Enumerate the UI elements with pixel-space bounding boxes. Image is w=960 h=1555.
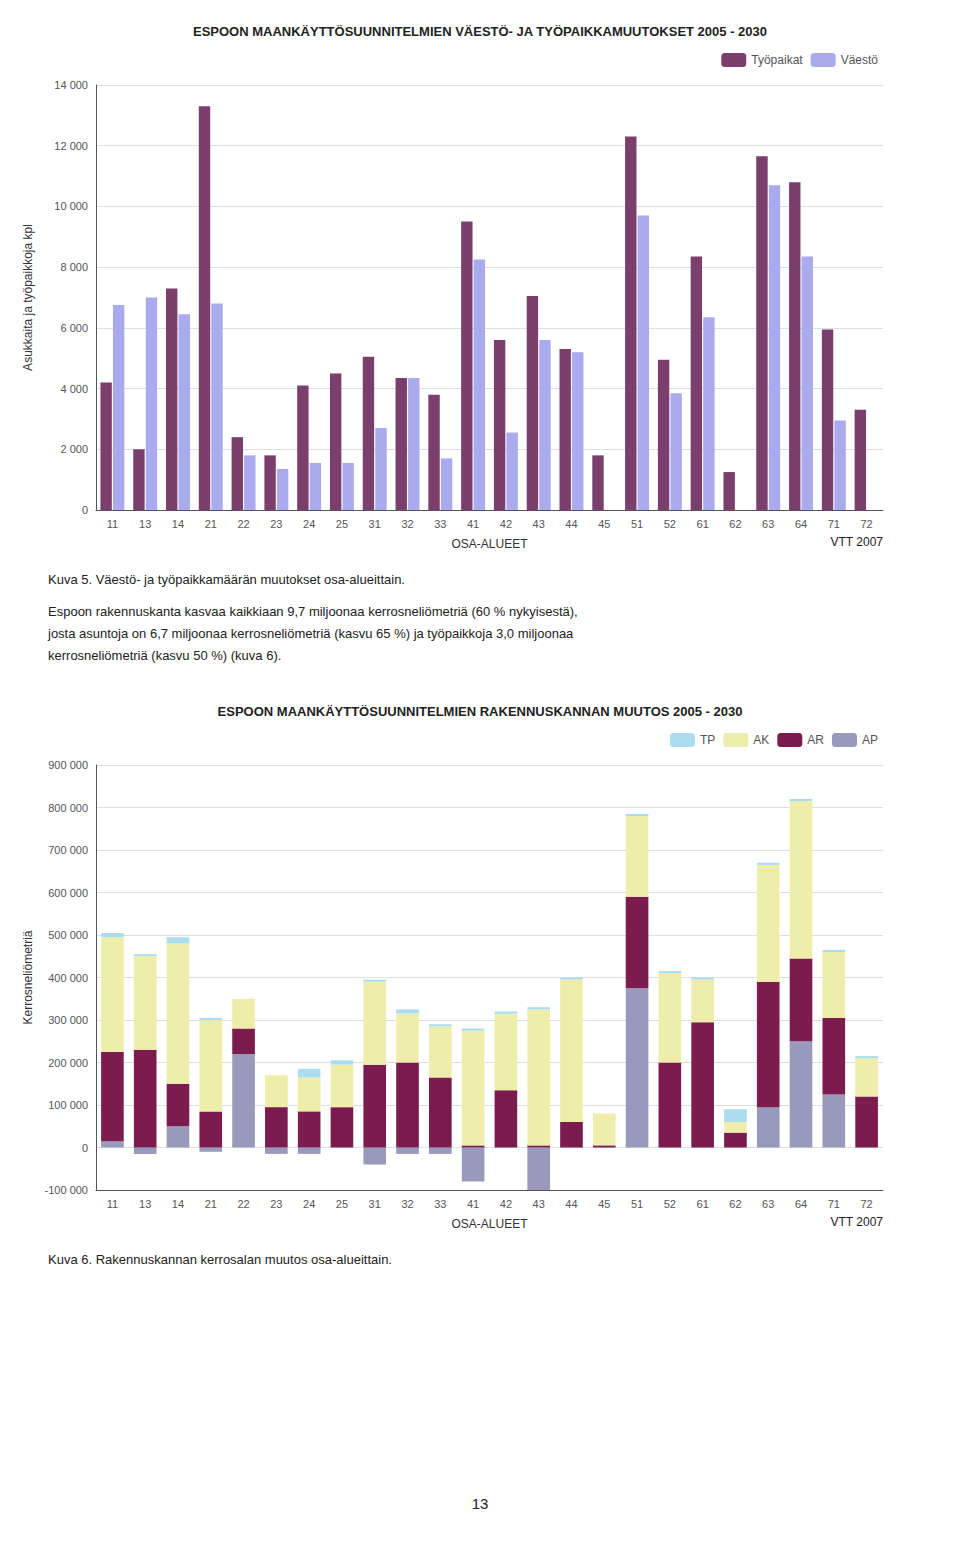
svg-text:Kerrosneliömetriä: Kerrosneliömetriä: [21, 930, 35, 1024]
svg-text:VTT 2007: VTT 2007: [831, 535, 884, 549]
svg-text:VTT 2007: VTT 2007: [831, 1215, 884, 1229]
svg-text:ESPOON MAANKÄYTTÖSUUNNITELMIEN: ESPOON MAANKÄYTTÖSUUNNITELMIEN VÄESTÖ- J…: [193, 24, 767, 39]
svg-text:-100 000: -100 000: [45, 1184, 88, 1196]
svg-text:45: 45: [598, 518, 610, 530]
svg-text:31: 31: [369, 1198, 381, 1210]
svg-text:43: 43: [533, 1198, 545, 1210]
svg-text:300 000: 300 000: [48, 1014, 88, 1026]
svg-text:61: 61: [697, 1198, 709, 1210]
svg-text:52: 52: [664, 518, 676, 530]
svg-text:25: 25: [336, 1198, 348, 1210]
svg-text:72: 72: [860, 1198, 872, 1210]
svg-text:31: 31: [369, 518, 381, 530]
svg-text:600 000: 600 000: [48, 887, 88, 899]
svg-text:41: 41: [467, 1198, 479, 1210]
svg-text:900 000: 900 000: [48, 759, 88, 771]
svg-text:kerrosneliömetriä (kasvu 50 %): kerrosneliömetriä (kasvu 50 %) (kuva 6).: [48, 648, 281, 663]
svg-text:64: 64: [795, 518, 807, 530]
svg-text:63: 63: [762, 1198, 774, 1210]
svg-text:2 000: 2 000: [60, 443, 88, 455]
svg-text:Kuva 6. Rakennuskannan kerrosa: Kuva 6. Rakennuskannan kerrosalan muutos…: [48, 1252, 392, 1267]
svg-text:josta asuntoja on 6,7 miljoona: josta asuntoja on 6,7 miljoonaa kerrosne…: [47, 626, 574, 641]
svg-text:OSA-ALUEET: OSA-ALUEET: [451, 1217, 528, 1231]
svg-text:24: 24: [303, 1198, 315, 1210]
svg-text:51: 51: [631, 1198, 643, 1210]
svg-text:21: 21: [205, 518, 217, 530]
svg-text:52: 52: [664, 1198, 676, 1210]
svg-text:23: 23: [270, 518, 282, 530]
svg-text:63: 63: [762, 518, 774, 530]
svg-text:500 000: 500 000: [48, 929, 88, 941]
svg-text:71: 71: [828, 1198, 840, 1210]
svg-text:AK: AK: [753, 733, 769, 747]
svg-text:Kuva 5. Väestö- ja työpaikkamä: Kuva 5. Väestö- ja työpaikkamäärän muuto…: [48, 572, 405, 587]
svg-text:62: 62: [729, 1198, 741, 1210]
svg-text:8 000: 8 000: [60, 261, 88, 273]
svg-text:14: 14: [172, 518, 184, 530]
svg-text:OSA-ALUEET: OSA-ALUEET: [451, 537, 528, 551]
svg-text:45: 45: [598, 1198, 610, 1210]
svg-text:22: 22: [237, 1198, 249, 1210]
svg-text:10 000: 10 000: [54, 200, 88, 212]
svg-text:23: 23: [270, 1198, 282, 1210]
svg-text:100 000: 100 000: [48, 1099, 88, 1111]
svg-text:11: 11: [107, 1198, 118, 1210]
svg-text:32: 32: [401, 1198, 413, 1210]
svg-text:400 000: 400 000: [48, 972, 88, 984]
svg-text:13: 13: [139, 518, 151, 530]
svg-text:200 000: 200 000: [48, 1057, 88, 1069]
svg-text:25: 25: [336, 518, 348, 530]
svg-text:AR: AR: [807, 733, 824, 747]
svg-text:44: 44: [565, 1198, 577, 1210]
svg-text:Työpaikat: Työpaikat: [751, 53, 803, 67]
svg-text:32: 32: [401, 518, 413, 530]
svg-text:13: 13: [139, 1198, 151, 1210]
svg-text:ESPOON MAANKÄYTTÖSUUNNITELMIEN: ESPOON MAANKÄYTTÖSUUNNITELMIEN RAKENNUSK…: [218, 704, 743, 719]
svg-text:72: 72: [860, 518, 872, 530]
svg-text:62: 62: [729, 518, 741, 530]
svg-text:Väestö: Väestö: [841, 53, 879, 67]
svg-text:61: 61: [697, 518, 709, 530]
svg-text:Asukkaita ja työpaikkoja kpl: Asukkaita ja työpaikkoja kpl: [21, 224, 35, 371]
svg-text:14: 14: [172, 1198, 184, 1210]
svg-text:11: 11: [107, 518, 118, 530]
svg-text:800 000: 800 000: [48, 802, 88, 814]
svg-text:Espoon rakennuskanta kasvaa ka: Espoon rakennuskanta kasvaa kaikkiaan 9,…: [48, 604, 578, 619]
svg-text:71: 71: [828, 518, 840, 530]
svg-text:700 000: 700 000: [48, 844, 88, 856]
svg-text:42: 42: [500, 518, 512, 530]
svg-text:0: 0: [82, 1142, 88, 1154]
svg-text:33: 33: [434, 1198, 446, 1210]
svg-text:TP: TP: [700, 733, 715, 747]
svg-text:41: 41: [467, 518, 479, 530]
svg-text:33: 33: [434, 518, 446, 530]
svg-text:64: 64: [795, 1198, 807, 1210]
svg-text:14 000: 14 000: [54, 79, 88, 91]
svg-text:4 000: 4 000: [60, 383, 88, 395]
svg-text:0: 0: [82, 504, 88, 516]
svg-text:12 000: 12 000: [54, 140, 88, 152]
svg-text:13: 13: [472, 1495, 489, 1512]
svg-text:AP: AP: [862, 733, 878, 747]
svg-text:44: 44: [565, 518, 577, 530]
svg-text:24: 24: [303, 518, 315, 530]
svg-text:51: 51: [631, 518, 643, 530]
svg-text:43: 43: [533, 518, 545, 530]
svg-text:6 000: 6 000: [60, 322, 88, 334]
svg-text:22: 22: [237, 518, 249, 530]
svg-text:42: 42: [500, 1198, 512, 1210]
svg-text:21: 21: [205, 1198, 217, 1210]
